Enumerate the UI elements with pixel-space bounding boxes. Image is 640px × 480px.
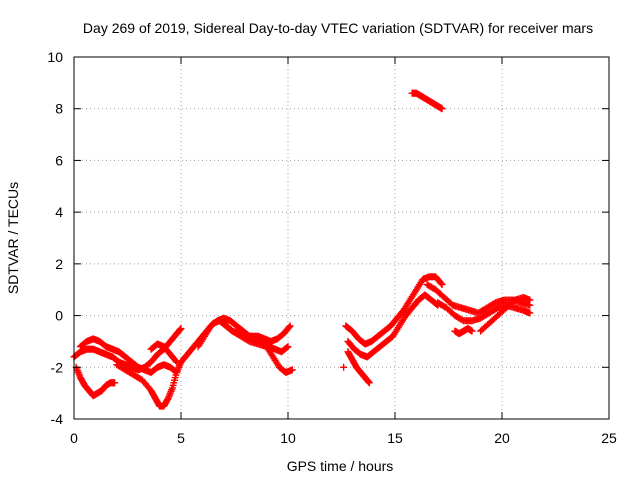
data-point bbox=[438, 281, 446, 289]
x-tick-label: 25 bbox=[601, 430, 617, 446]
data-point bbox=[468, 327, 476, 335]
data-point-interp bbox=[172, 357, 180, 365]
y-tick-label: 2 bbox=[55, 256, 63, 272]
plot-frame bbox=[73, 56, 610, 420]
y-tick-label: 6 bbox=[55, 152, 63, 168]
y-tick-label: 0 bbox=[55, 308, 63, 324]
data-point bbox=[111, 379, 119, 387]
axis-ticks: 0 5 10 15 20 25 -4 -2 0 2 4 6 8 10 bbox=[47, 49, 617, 446]
data-point-interp bbox=[283, 343, 291, 351]
x-tick-label: 5 bbox=[177, 430, 185, 446]
data-point bbox=[340, 363, 348, 371]
data-point-interp bbox=[437, 279, 445, 287]
data-point-interp bbox=[285, 323, 293, 331]
data-point-interp bbox=[176, 325, 184, 333]
x-tick-label: 10 bbox=[280, 430, 296, 446]
x-axis-label: GPS time / hours bbox=[287, 458, 394, 474]
data-point bbox=[288, 366, 296, 374]
y-axis-label: SDTVAR / TECUs bbox=[5, 182, 21, 294]
y-tick-label: 4 bbox=[55, 204, 63, 220]
y-tick-label: -4 bbox=[51, 411, 64, 427]
grid-lines bbox=[74, 57, 609, 419]
x-tick-label: 20 bbox=[494, 430, 510, 446]
y-tick-label: 10 bbox=[47, 49, 63, 65]
data-point-interp bbox=[365, 378, 373, 386]
data-point bbox=[438, 105, 446, 113]
data-point bbox=[365, 379, 373, 387]
data-point bbox=[177, 325, 185, 332]
data-points bbox=[70, 89, 534, 410]
x-tick-label: 0 bbox=[70, 430, 78, 446]
data-point bbox=[526, 296, 534, 304]
x-tick-label: 15 bbox=[387, 430, 403, 446]
y-tick-label: -2 bbox=[51, 359, 64, 375]
data-point bbox=[284, 343, 292, 351]
chart-title: Day 269 of 2019, Sidereal Day-to-day VTE… bbox=[83, 20, 593, 36]
data-point bbox=[286, 322, 294, 330]
data-point bbox=[526, 309, 534, 317]
y-tick-label: 8 bbox=[55, 101, 63, 117]
